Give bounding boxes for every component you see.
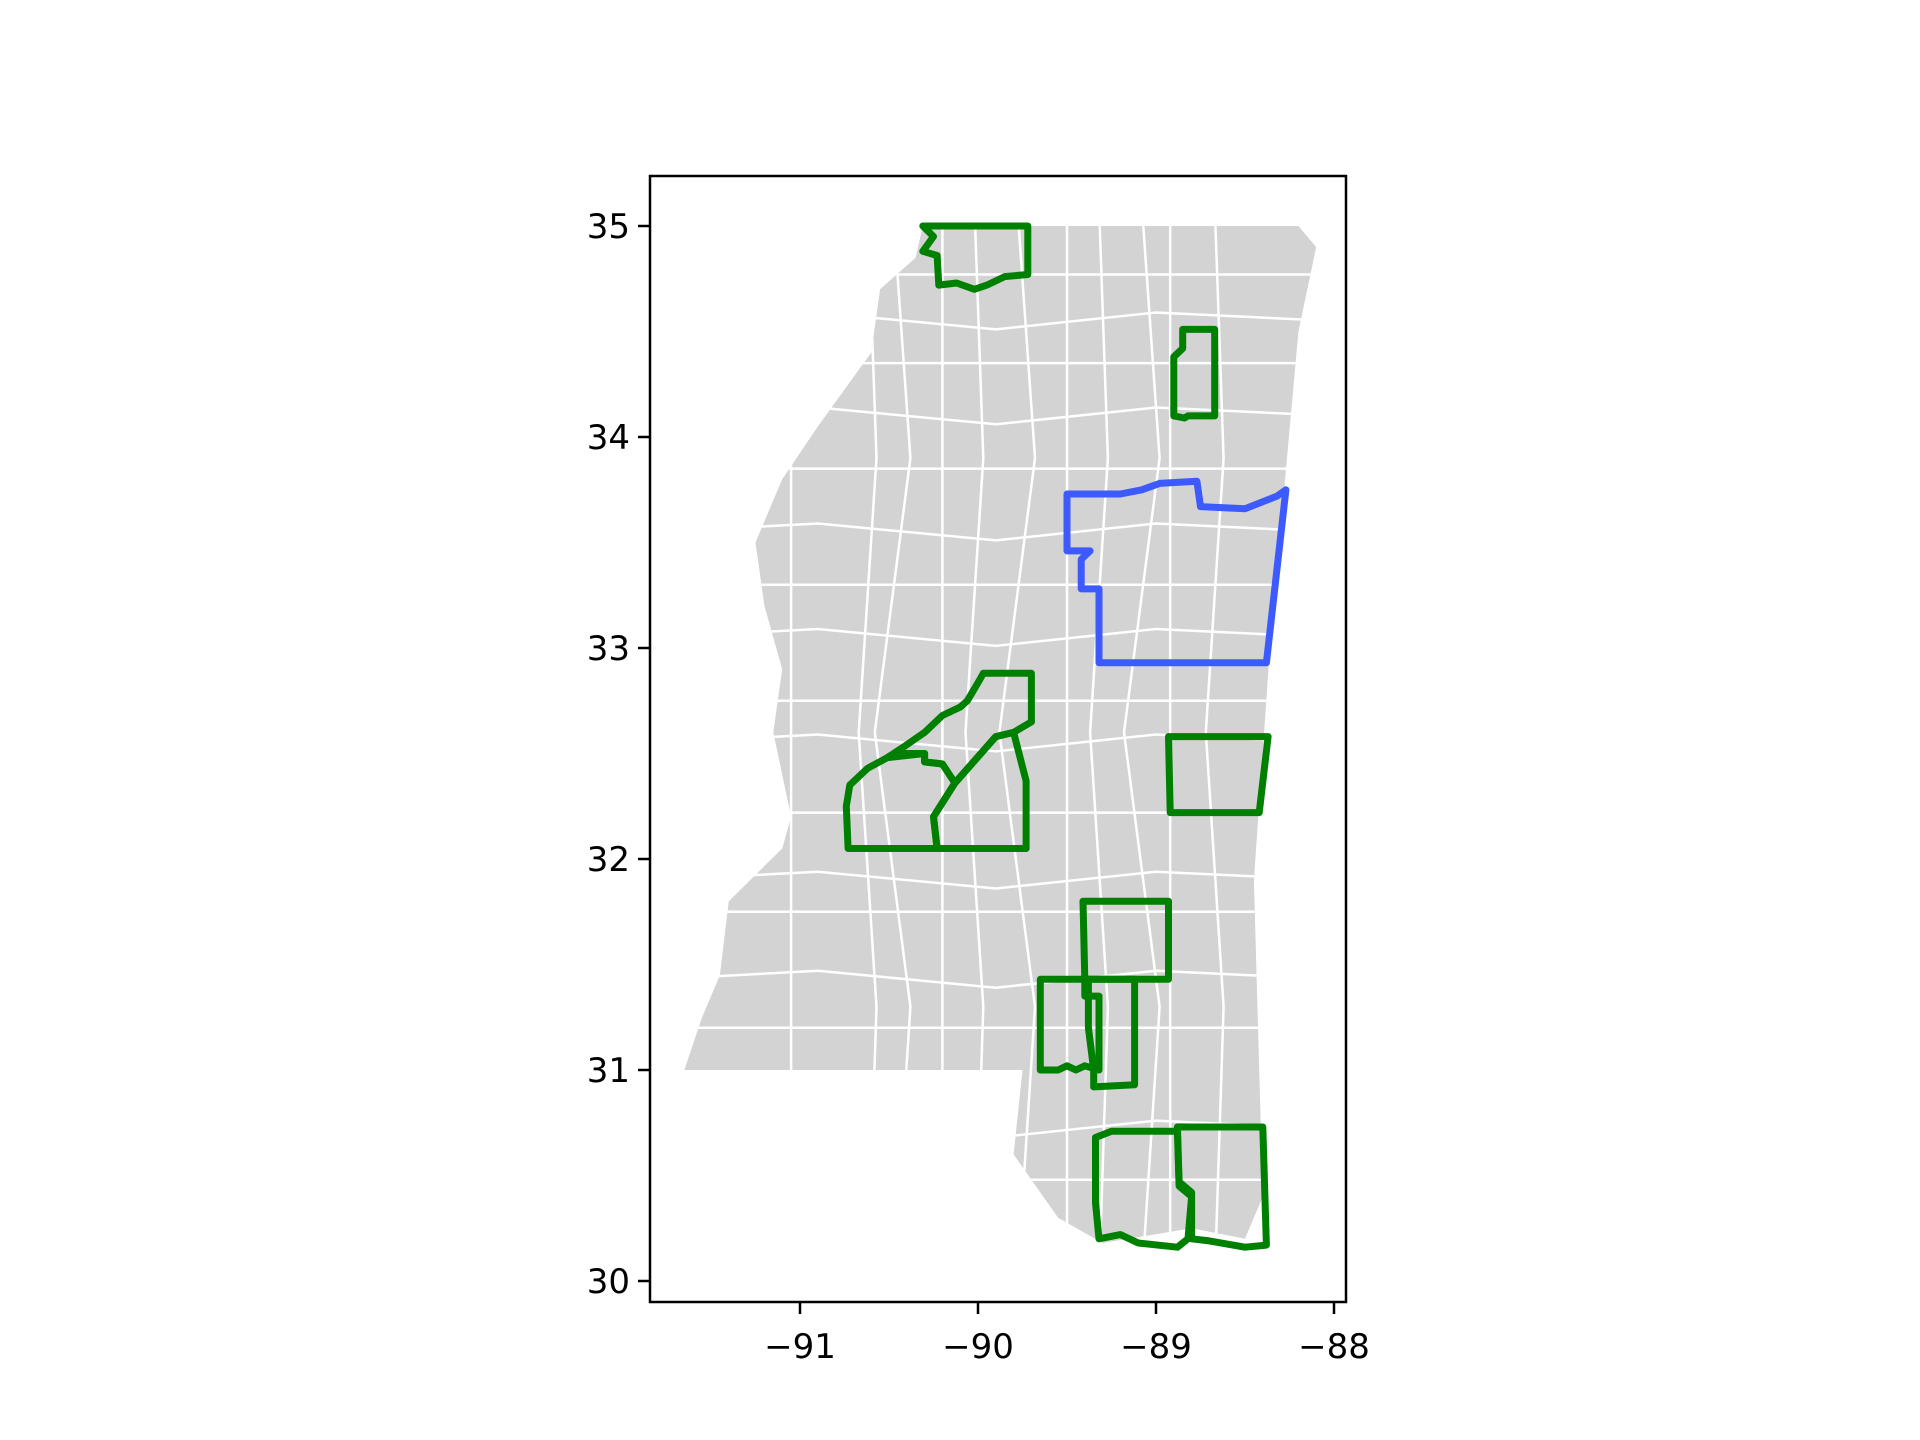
county-border-line (684, 522, 1317, 542)
y-tick-label: 31 (587, 1051, 630, 1091)
x-tick-label: −89 (1120, 1327, 1192, 1367)
map-layer (684, 222, 1317, 1251)
county-border-line (1088, 226, 1110, 1243)
highlighted-county-outline (1173, 1123, 1270, 1251)
county-border-line (684, 870, 1317, 890)
y-tick-label: 34 (587, 418, 630, 458)
selected-region-outline (1063, 477, 1290, 667)
county-border-line (1122, 226, 1161, 1243)
highlighted-county-outline (1165, 733, 1272, 817)
highlighted-county-outline (1036, 975, 1103, 1074)
x-tick-label: −91 (764, 1327, 836, 1367)
county-border-line (684, 969, 1317, 989)
highlighted-county-outline (1170, 325, 1219, 422)
y-tick-label: 33 (587, 629, 630, 669)
x-tick-label: −88 (1298, 1327, 1370, 1367)
x-tick-label: −90 (942, 1327, 1014, 1367)
y-axis: 30 31 32 33 34 35 (587, 207, 650, 1302)
highlighted-county-outline (919, 222, 1032, 293)
y-tick-label: 32 (587, 840, 630, 880)
highlighted-county-outline (1079, 897, 1172, 983)
y-tick-label: 35 (587, 207, 630, 247)
x-axis: −91 −90 −89 −88 (764, 1302, 1370, 1367)
county-border-line (1204, 226, 1225, 1243)
axes-frame (648, 174, 1348, 1304)
highlighted-county-outline (930, 728, 1030, 852)
y-tick-label: 30 (587, 1262, 630, 1302)
